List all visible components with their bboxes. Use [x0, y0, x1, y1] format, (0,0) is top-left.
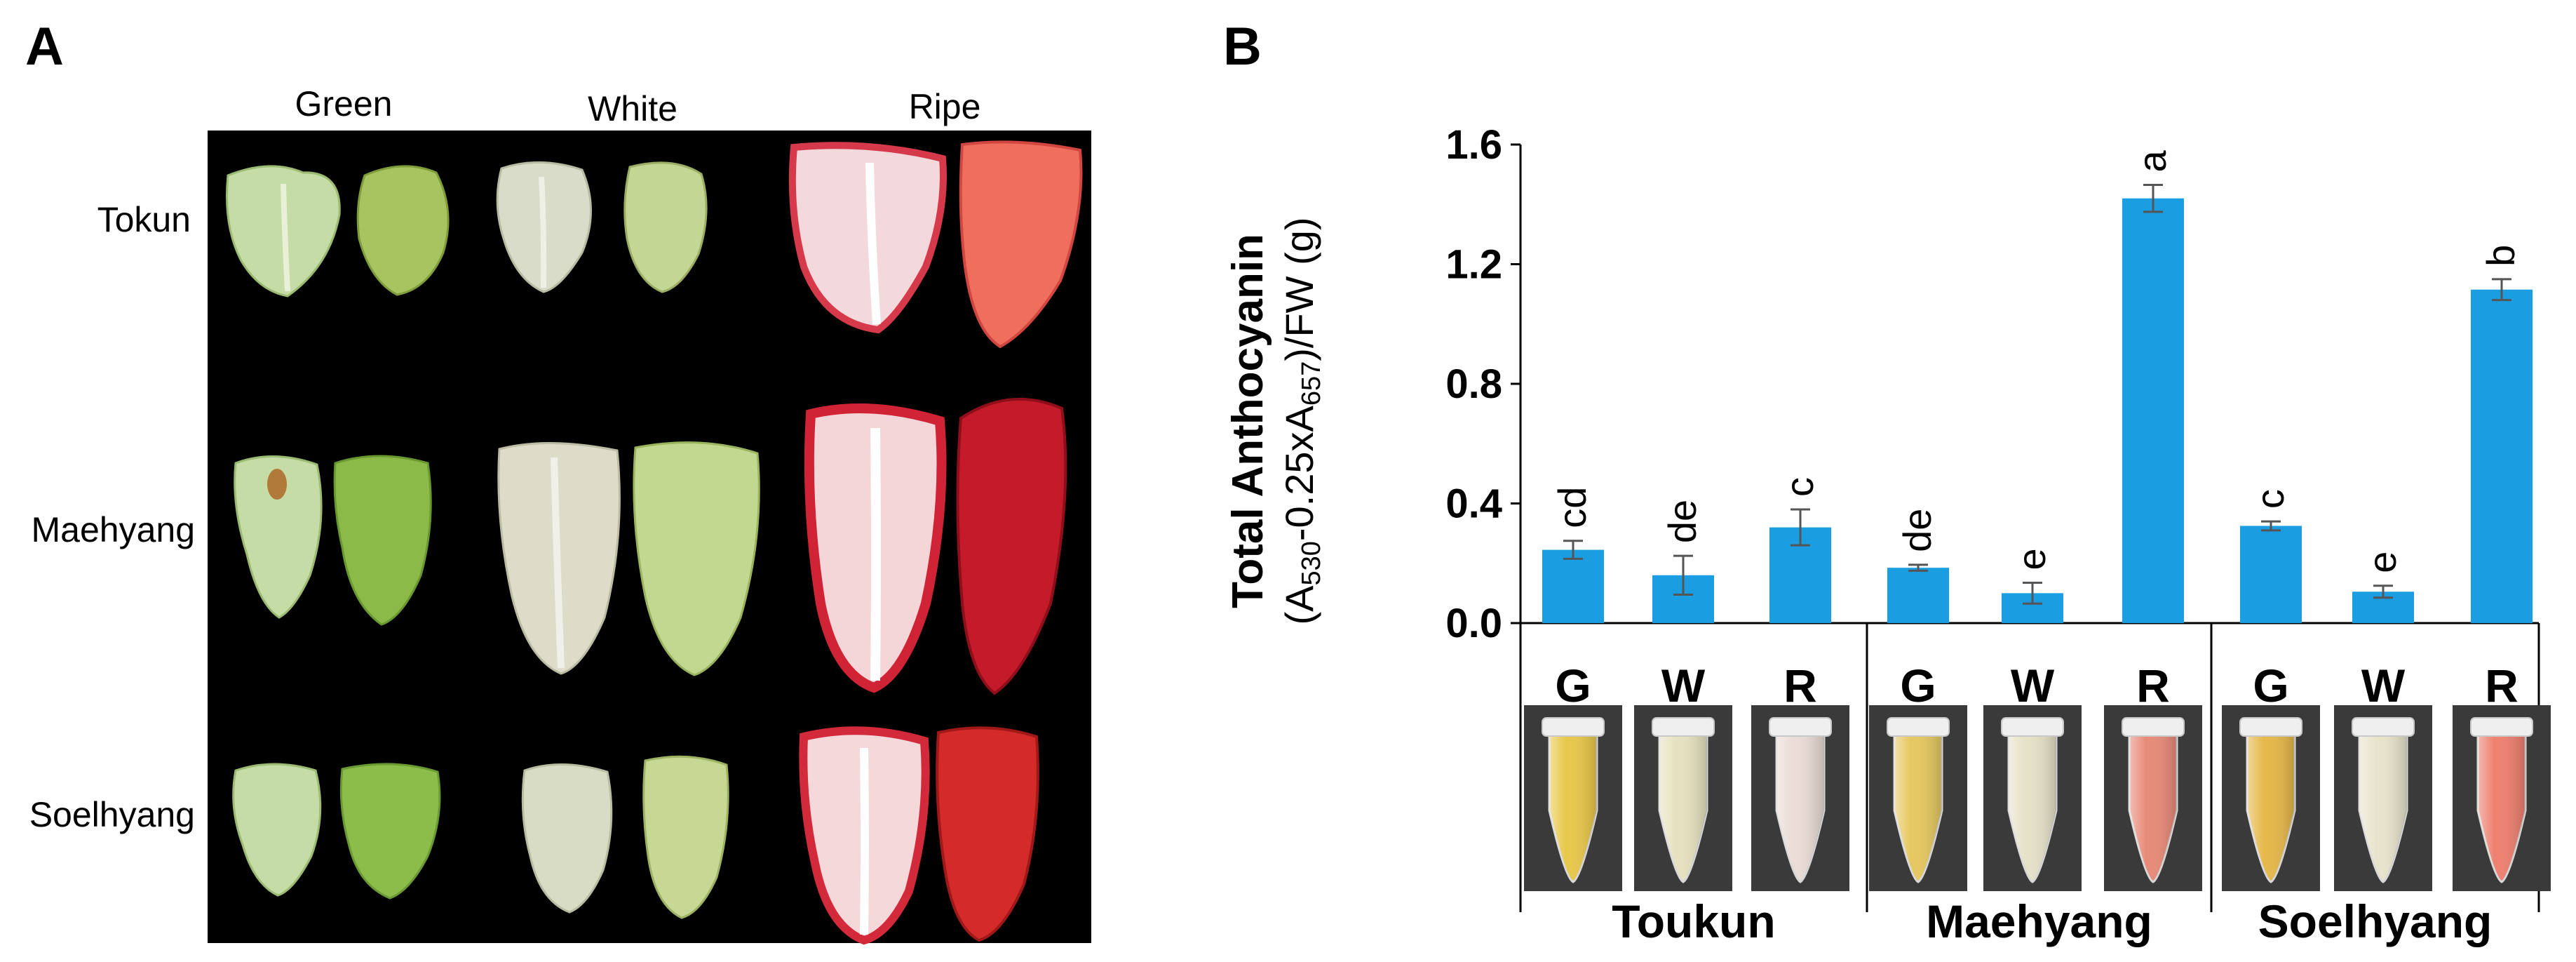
significance-label: e	[2009, 548, 2054, 570]
y-axis-title-units: (A530-0.25xA657)/FW (g)	[1277, 217, 1326, 624]
column-header-ripe: Ripe	[909, 87, 981, 126]
sample-tube-shading	[1776, 733, 1824, 882]
row-header-soelhyang: Soelhyang	[29, 795, 195, 834]
y-axis-title: Total Anthocyanin (A530-0.25xA657)/FW (g…	[1224, 217, 1326, 624]
panel-a-column-headers: Green White Ripe	[295, 84, 981, 128]
bar	[2240, 526, 2302, 623]
stage-label: W	[1661, 660, 1706, 712]
maehyang-green-fruit	[234, 455, 432, 626]
tube-cap-rim	[1769, 717, 1832, 737]
tube-cap-rim	[2352, 717, 2415, 737]
sample-tube-shading	[2247, 733, 2295, 882]
stage-label: W	[2361, 660, 2406, 712]
soelhyang-ripe-fruit	[799, 726, 1039, 945]
y-tick-label: 0.0	[1445, 601, 1502, 646]
maehyang-white-fruit	[497, 441, 760, 676]
tube-cap-rim	[1887, 717, 1950, 737]
bar	[2471, 289, 2533, 623]
tube-cap-rim	[2122, 717, 2185, 737]
sample-tube-shading	[2009, 733, 2056, 882]
stage-label: G	[1900, 660, 1936, 712]
stage-label: R	[2136, 660, 2170, 712]
significance-label: cd	[1550, 487, 1594, 528]
y-tick-label: 1.6	[1445, 122, 1502, 168]
bar	[2122, 198, 2184, 624]
tube-cap-rim	[2239, 717, 2302, 737]
tube-cap-rim	[2470, 717, 2533, 737]
stage-label: R	[1783, 660, 1817, 712]
column-header-white: White	[588, 89, 677, 128]
y-tick-label: 0.4	[1445, 481, 1502, 527]
stage-label: G	[2253, 660, 2288, 712]
row-header-maehyang: Maehyang	[32, 510, 196, 549]
sample-tube-shading	[1659, 733, 1707, 882]
stage-label: R	[2485, 660, 2518, 712]
column-header-green: Green	[295, 84, 393, 123]
sample-tube-shading	[1549, 733, 1597, 882]
panel-a-row-headers: Tokun Maehyang Soelhyang	[29, 200, 195, 834]
tube-cap-rim	[2001, 717, 2064, 737]
significance-label: c	[2248, 489, 2292, 509]
panel-b-letter: B	[1223, 17, 1262, 76]
sample-tube-shading	[2129, 733, 2177, 882]
row-header-tokun: Tokun	[97, 200, 191, 239]
anthocyanin-bar-chart: 0.0 0.4 0.8 1.2 1.6 cd de c de e a c e b G W R G W R G W R Touk…	[1445, 122, 2551, 947]
y-tick-label: 1.2	[1445, 242, 1502, 288]
y-tick-label: 0.8	[1445, 361, 1502, 407]
stage-label: G	[1555, 660, 1591, 712]
tube-cap-rim	[1542, 717, 1605, 737]
tube-cap-rim	[1652, 717, 1715, 737]
tokun-ripe-fruit	[788, 140, 1083, 349]
sample-tube-shading	[1894, 733, 1942, 882]
significance-label: de	[1895, 509, 1939, 552]
significance-label: a	[2130, 150, 2174, 173]
soelhyang-green-fruit	[232, 763, 441, 900]
significance-label: b	[2479, 245, 2523, 267]
group-label: Maehyang	[1926, 895, 2152, 947]
bar	[1887, 568, 1949, 623]
group-label: Toukun	[1612, 895, 1775, 947]
significance-label: de	[1660, 500, 1704, 543]
sample-tube-shading	[2359, 733, 2407, 882]
significance-label: c	[1777, 477, 1821, 497]
maehyang-ripe-fruit	[804, 397, 1067, 695]
strawberry-photo-panel	[208, 131, 1091, 945]
soelhyang-white-fruit	[521, 755, 729, 919]
sample-tube-shading	[2478, 733, 2526, 882]
tokun-green-fruit	[226, 165, 450, 298]
significance-label: e	[2360, 552, 2404, 573]
panel-a-letter: A	[25, 17, 64, 76]
y-axis-title-main: Total Anthocyanin	[1224, 234, 1272, 608]
tokun-white-fruit	[496, 161, 708, 293]
group-label: Soelhyang	[2258, 895, 2493, 947]
stage-label: W	[2011, 660, 2055, 712]
bar	[1542, 549, 1604, 623]
